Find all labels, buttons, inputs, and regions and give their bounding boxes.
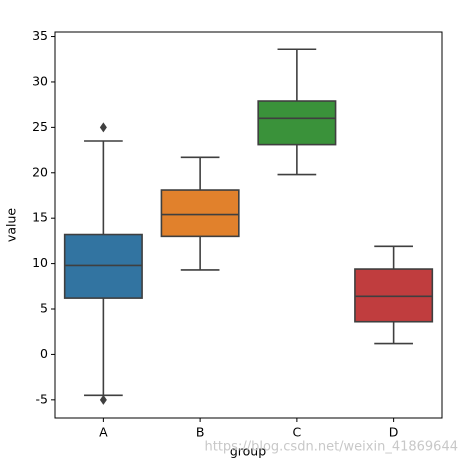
y-tick-label: 25 bbox=[32, 119, 48, 134]
box bbox=[257, 100, 337, 146]
x-tick-label: C bbox=[293, 425, 302, 440]
flier bbox=[99, 394, 107, 405]
y-tick-label: 0 bbox=[40, 346, 48, 361]
x-tick-label: B bbox=[196, 425, 205, 440]
flier bbox=[99, 122, 107, 133]
y-tick-label: 30 bbox=[32, 73, 48, 88]
box bbox=[63, 233, 143, 299]
y-tick-label: 35 bbox=[32, 28, 48, 43]
x-tick-label: A bbox=[99, 425, 108, 440]
y-axis-label: value bbox=[4, 208, 19, 242]
y-tick-label: 20 bbox=[32, 164, 48, 179]
box bbox=[160, 189, 240, 238]
x-axis-label: group bbox=[230, 444, 266, 459]
y-tick-label: 15 bbox=[32, 210, 48, 225]
watermark: https://blog.csdn.net/weixin_41869644 bbox=[204, 440, 458, 455]
box bbox=[354, 268, 434, 323]
x-tick-label: D bbox=[389, 425, 399, 440]
y-tick-label: 5 bbox=[40, 301, 48, 316]
y-tick-label: -5 bbox=[36, 391, 48, 406]
plot-frame bbox=[54, 31, 443, 419]
y-tick-label: 10 bbox=[32, 255, 48, 270]
